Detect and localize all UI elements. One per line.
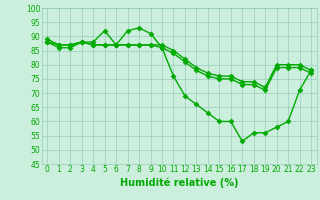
X-axis label: Humidité relative (%): Humidité relative (%) bbox=[120, 177, 238, 188]
